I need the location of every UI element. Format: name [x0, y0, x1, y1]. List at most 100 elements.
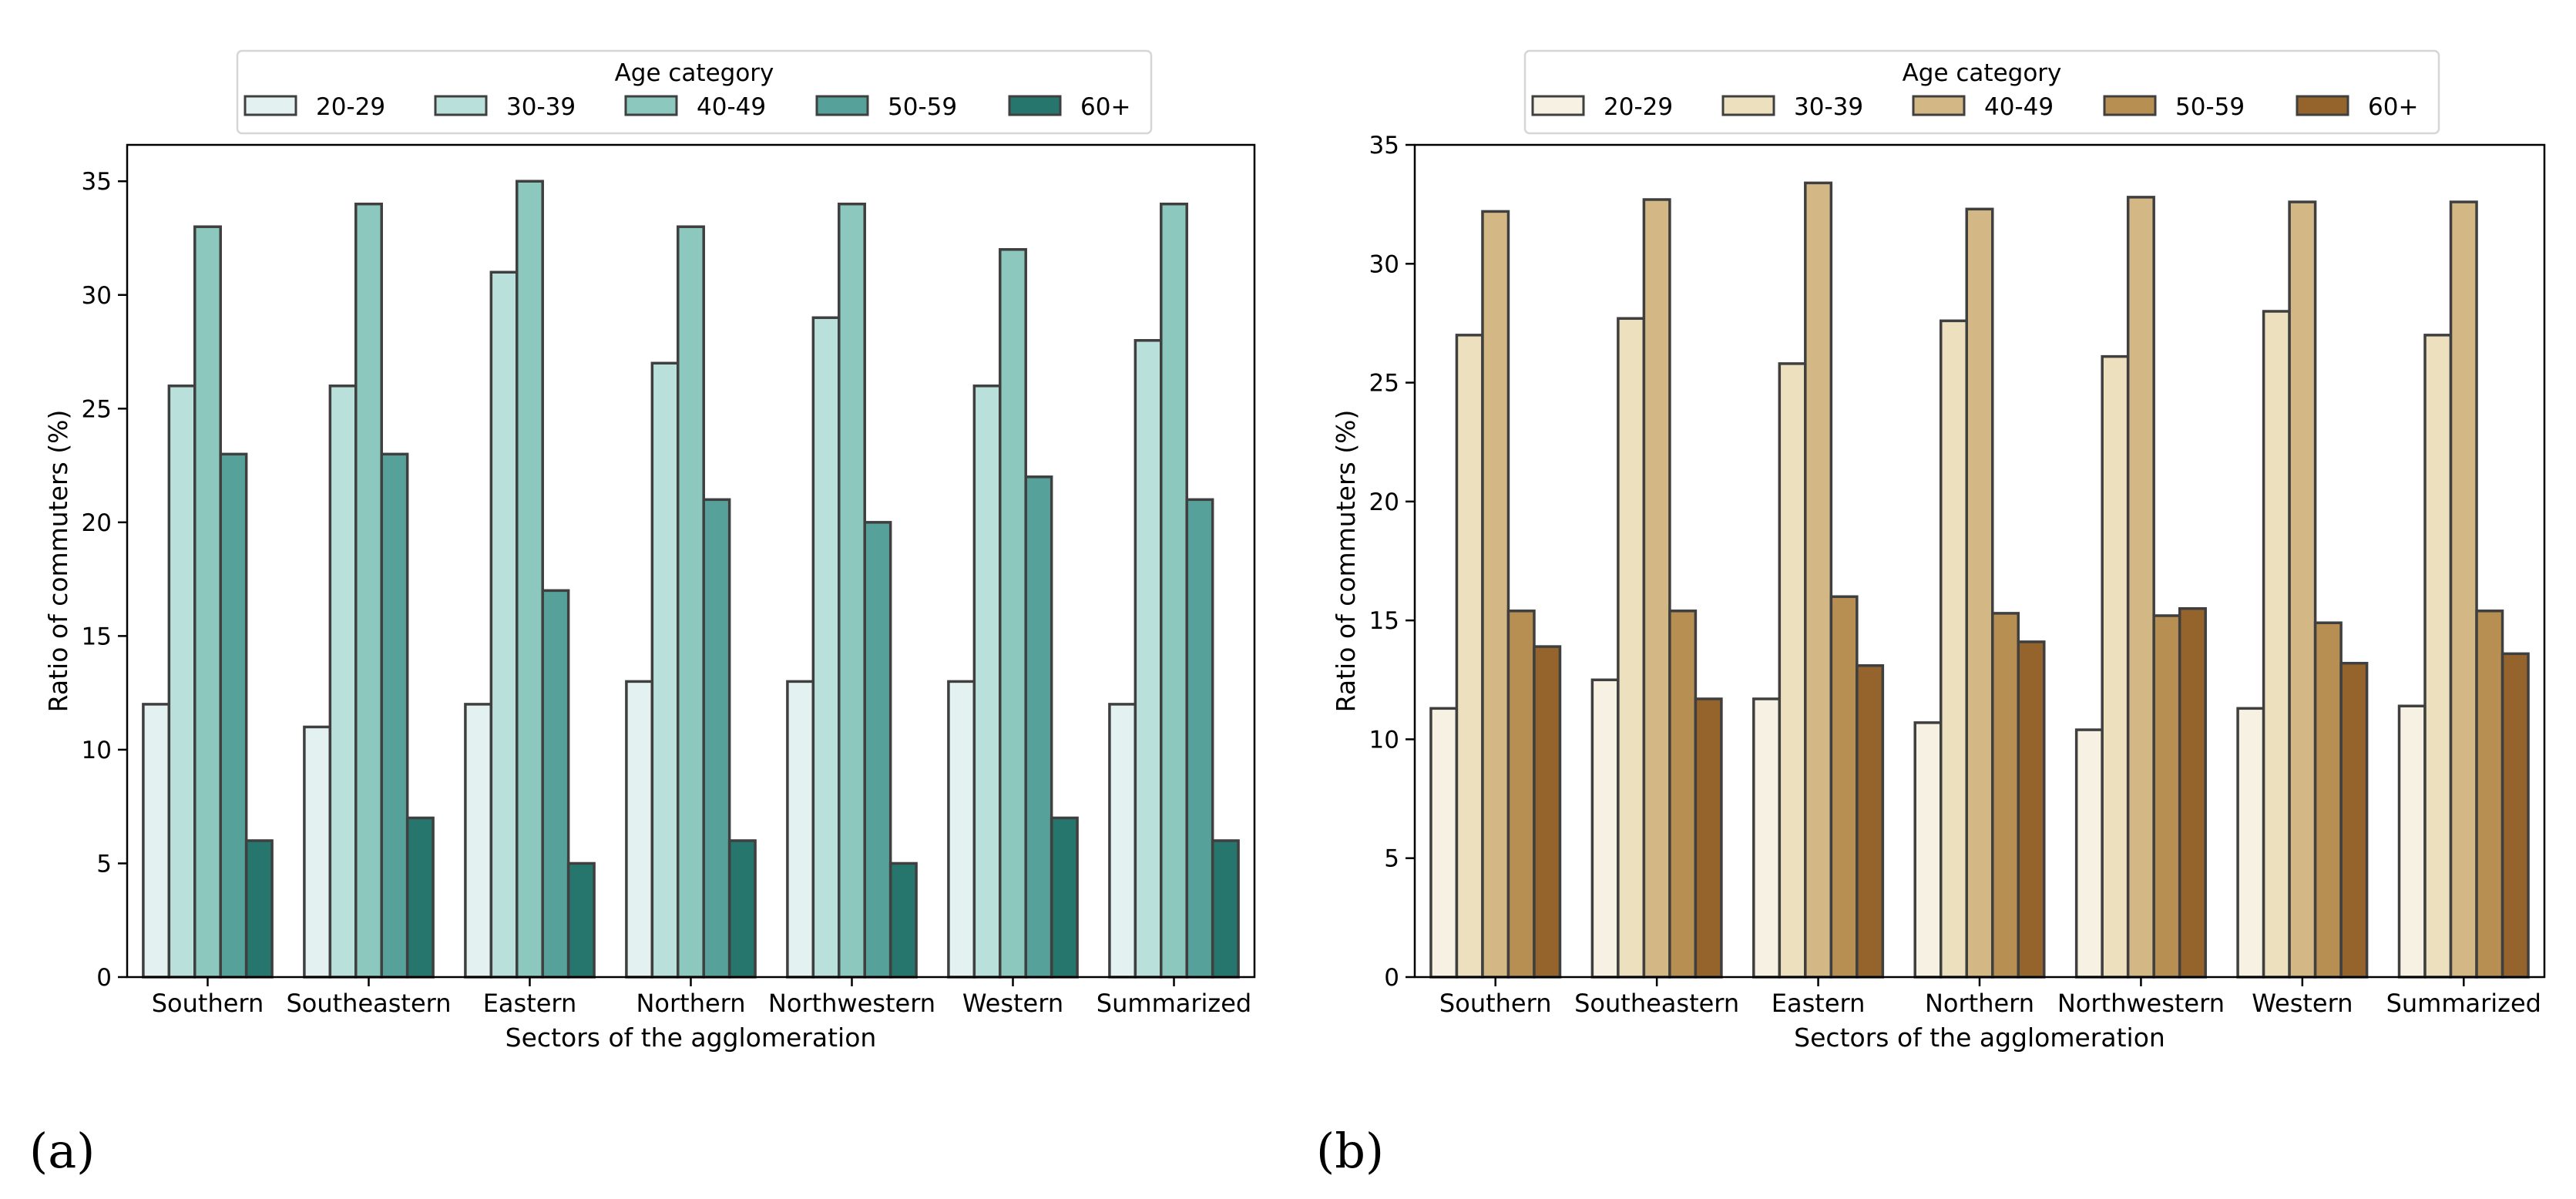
legend: Age category 20-29 30-39 40-49 50-59 60+ — [1523, 49, 2440, 135]
legend: Age category 20-29 30-39 40-49 50-59 60+ — [236, 49, 1153, 135]
y-tick-label: 25 — [82, 395, 112, 423]
y-tick-label: 5 — [96, 850, 112, 878]
bar-southeastern-60+ — [1694, 697, 1723, 979]
legend-label-50-59: 50-59 — [888, 93, 957, 121]
panel-label: (a) — [29, 1123, 95, 1179]
y-axis-label: Ratio of commuters (%) — [1331, 410, 1361, 713]
bar-southern-40-49 — [1481, 210, 1510, 979]
y-tick-label: 35 — [1369, 132, 1399, 160]
x-tick-label: Northern — [1925, 989, 2034, 1018]
legend-swatch-50-59 — [815, 95, 869, 116]
legend-swatch-20-29 — [1531, 95, 1585, 116]
bar-eastern-40-49 — [1804, 181, 1833, 979]
legend-swatch-60+ — [1008, 95, 1062, 116]
bar-northwestern-50-59 — [863, 521, 892, 979]
x-tick-label: Northwestern — [768, 989, 935, 1018]
x-tick-label: Northwestern — [2057, 989, 2225, 1018]
y-tick-label: 15 — [82, 623, 112, 650]
y-tick-label: 25 — [1369, 370, 1399, 398]
y-tick-label: 0 — [1384, 964, 1399, 992]
legend-label-20-29: 20-29 — [1604, 93, 1673, 121]
x-tick-label: Eastern — [483, 989, 577, 1018]
legend-label-40-49: 40-49 — [1984, 93, 2054, 121]
x-tick-label: Southeastern — [286, 989, 451, 1018]
bar-southern-20-29 — [142, 703, 171, 979]
bar-western-40-49 — [999, 247, 1027, 979]
bar-western-30-39 — [972, 385, 1002, 979]
bar-eastern-20-29 — [464, 703, 493, 979]
bar-eastern-60+ — [566, 861, 596, 979]
bar-western-40-49 — [2288, 200, 2317, 979]
y-tick-label: 10 — [1369, 726, 1399, 754]
bar-summarized-50-59 — [1185, 498, 1214, 979]
bar-eastern-30-39 — [1778, 362, 1807, 979]
bar-southern-30-39 — [1455, 334, 1484, 979]
x-axis-label: Sectors of the agglomeration — [1794, 1023, 2165, 1053]
bar-northwestern-40-49 — [838, 202, 866, 979]
y-tick-label: 15 — [1369, 607, 1399, 635]
legend-label-60+: 60+ — [2368, 93, 2418, 121]
bar-southern-30-39 — [167, 385, 196, 979]
legend-swatch-40-49 — [1912, 95, 1966, 116]
bar-northern-30-39 — [1939, 319, 1968, 979]
x-tick-label: Summarized — [2386, 989, 2541, 1018]
legend-label-30-39: 30-39 — [506, 93, 576, 121]
y-tick-label: 20 — [82, 509, 112, 537]
bar-southern-50-59 — [219, 452, 248, 979]
bar-eastern-50-59 — [541, 589, 570, 979]
bar-eastern-40-49 — [516, 180, 544, 979]
y-tick-label: 5 — [1384, 845, 1399, 873]
bar-eastern-60+ — [1856, 664, 1885, 979]
bar-northern-60+ — [2017, 640, 2046, 979]
bar-southeastern-50-59 — [380, 452, 409, 979]
bar-northwestern-50-59 — [2152, 614, 2181, 979]
chart-panel-a: 0 5 10 15 20 25 30 35 Southern Southeastern Easter… — [29, 49, 1256, 1179]
x-tick-label: Southern — [152, 989, 264, 1018]
legend-swatch-40-49 — [624, 95, 678, 116]
chart-panel-b: 0 5 10 15 20 25 30 35 Southern Southeastern Easter… — [1316, 49, 2546, 1179]
bar-eastern-20-29 — [1752, 697, 1782, 979]
bar-northwestern-20-29 — [2074, 728, 2104, 979]
bar-southeastern-20-29 — [303, 725, 332, 979]
legend-swatch-30-39 — [1721, 95, 1775, 116]
y-axis-label: Ratio of commuters (%) — [43, 410, 73, 713]
bar-southeastern-30-39 — [1617, 317, 1646, 979]
legend-label-40-49: 40-49 — [697, 93, 766, 121]
legend-label-30-39: 30-39 — [1794, 93, 1863, 121]
legend-title: Age category — [1903, 59, 2062, 87]
bar-western-50-59 — [1024, 475, 1053, 979]
bar-southern-40-49 — [193, 225, 222, 979]
x-tick-label: Eastern — [1772, 989, 1866, 1018]
y-tick-label: 20 — [1369, 489, 1399, 516]
bar-summarized-20-29 — [1108, 703, 1137, 979]
y-tick-label: 30 — [1369, 250, 1399, 278]
x-tick-label: Southeastern — [1574, 989, 1739, 1018]
legend-label-20-29: 20-29 — [316, 93, 385, 121]
bar-northwestern-30-39 — [2101, 354, 2130, 979]
bar-summarized-60+ — [1211, 839, 1240, 979]
bar-northern-20-29 — [625, 680, 654, 979]
bar-eastern-30-39 — [489, 270, 519, 979]
bar-southern-60+ — [1533, 645, 1562, 979]
x-tick-label: Summarized — [1097, 989, 1251, 1018]
x-tick-label: Southern — [1439, 989, 1552, 1018]
y-tick-label: 0 — [96, 964, 112, 992]
bar-summarized-30-39 — [1134, 339, 1163, 979]
bar-northwestern-40-49 — [2126, 196, 2155, 979]
y-tick-label: 35 — [82, 168, 112, 196]
x-tick-label: Western — [2252, 989, 2353, 1018]
legend-title: Age category — [615, 59, 774, 87]
bar-northwestern-60+ — [888, 861, 918, 979]
bar-western-20-29 — [2236, 707, 2265, 979]
legend-swatch-20-29 — [243, 95, 297, 116]
legend-swatch-50-59 — [2103, 95, 2157, 116]
bar-southeastern-30-39 — [328, 385, 358, 979]
bar-summarized-50-59 — [2475, 610, 2504, 979]
bar-northern-40-49 — [677, 225, 705, 979]
bar-northern-50-59 — [702, 498, 731, 979]
bar-northern-30-39 — [650, 361, 680, 979]
legend-label-50-59: 50-59 — [2175, 93, 2245, 121]
bar-northern-20-29 — [1913, 721, 1943, 979]
bar-western-30-39 — [2262, 310, 2291, 979]
